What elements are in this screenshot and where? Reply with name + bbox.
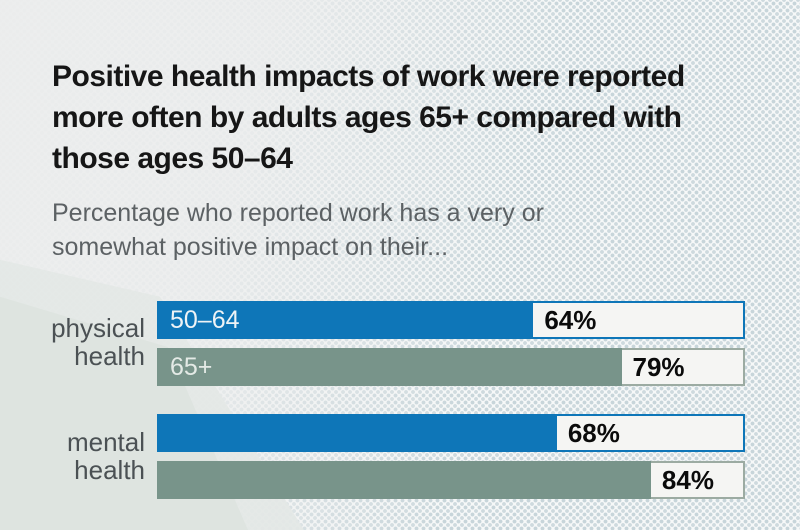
title-line-3: those ages 50–64 [52, 142, 293, 176]
value-box-physical-65-plus: 79% [621, 348, 745, 386]
chart-subtitle: Percentage who reported work has a very … [52, 196, 652, 264]
category-label-line: health [74, 455, 145, 485]
bar-physical-65-plus: 65+ 79% [157, 348, 745, 386]
category-label-line: physical [51, 313, 145, 343]
value-label: 79% [632, 351, 685, 382]
category-label-mental-health: mental health [0, 428, 145, 484]
value-label: 68% [567, 417, 620, 448]
value-box-mental-65-plus: 84% [650, 461, 745, 499]
bar-fill-physical-50-64: 50–64 [157, 301, 534, 339]
value-label: 64% [544, 304, 597, 335]
bar-chart: 50–64 64% 65+ 79% 68% [157, 301, 745, 499]
bar-fill-mental-50-64 [157, 414, 557, 452]
chart-title: Positive health impacts of work were rep… [52, 56, 762, 179]
value-box-physical-50-64: 64% [533, 301, 745, 339]
bar-fill-mental-65-plus [157, 461, 651, 499]
series-label-65-plus: 65+ [170, 352, 213, 381]
bar-physical-50-64: 50–64 64% [157, 301, 745, 339]
value-label: 84% [661, 464, 714, 495]
subtitle-line-2: somewhat positive impact on their... [52, 233, 449, 261]
bar-mental-50-64: 68% [157, 414, 745, 452]
subtitle-line-1: Percentage who reported work has a very … [52, 199, 544, 227]
title-line-2: more often by adults ages 65+ compared w… [52, 101, 682, 135]
bar-mental-65-plus: 84% [157, 461, 745, 499]
bar-fill-physical-65-plus: 65+ [157, 348, 622, 386]
title-line-1: Positive health impacts of work were rep… [52, 60, 685, 94]
category-label-line: health [74, 341, 145, 371]
series-label-50-64: 50–64 [170, 305, 240, 334]
category-label-physical-health: physical health [0, 314, 145, 370]
category-label-line: mental [66, 427, 145, 457]
value-box-mental-50-64: 68% [556, 414, 745, 452]
